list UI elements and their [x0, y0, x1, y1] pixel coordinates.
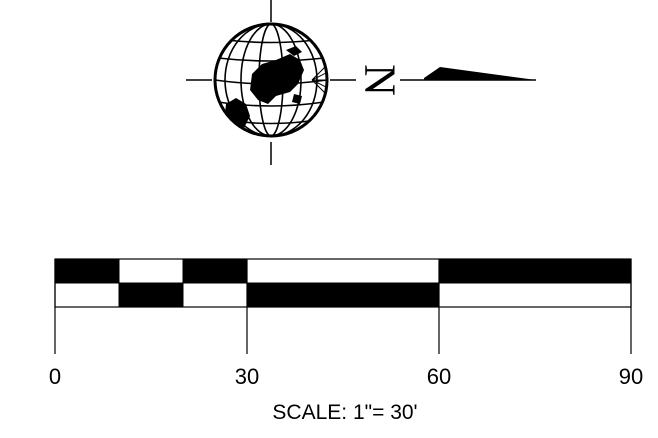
scale-caption: SCALE: 1"= 30': [272, 401, 418, 424]
globe-icon: [213, 22, 329, 138]
scale-segment-fill: [439, 259, 631, 283]
scale-segment-fill: [55, 259, 119, 283]
north-arrow: N: [186, 0, 536, 165]
scale-tick-label: 90: [618, 364, 644, 389]
north-letter: N: [356, 64, 405, 96]
scale-segment-fill: [183, 259, 247, 283]
scale-bar: [54, 258, 632, 354]
scale-tick-label: 30: [234, 364, 260, 389]
scale-tick-label: 0: [48, 364, 62, 389]
scale-segment-fill: [247, 283, 439, 307]
scale-tick-label: 60: [426, 364, 452, 389]
scale-segment-fill: [119, 283, 183, 307]
arrow-head: [424, 67, 536, 80]
